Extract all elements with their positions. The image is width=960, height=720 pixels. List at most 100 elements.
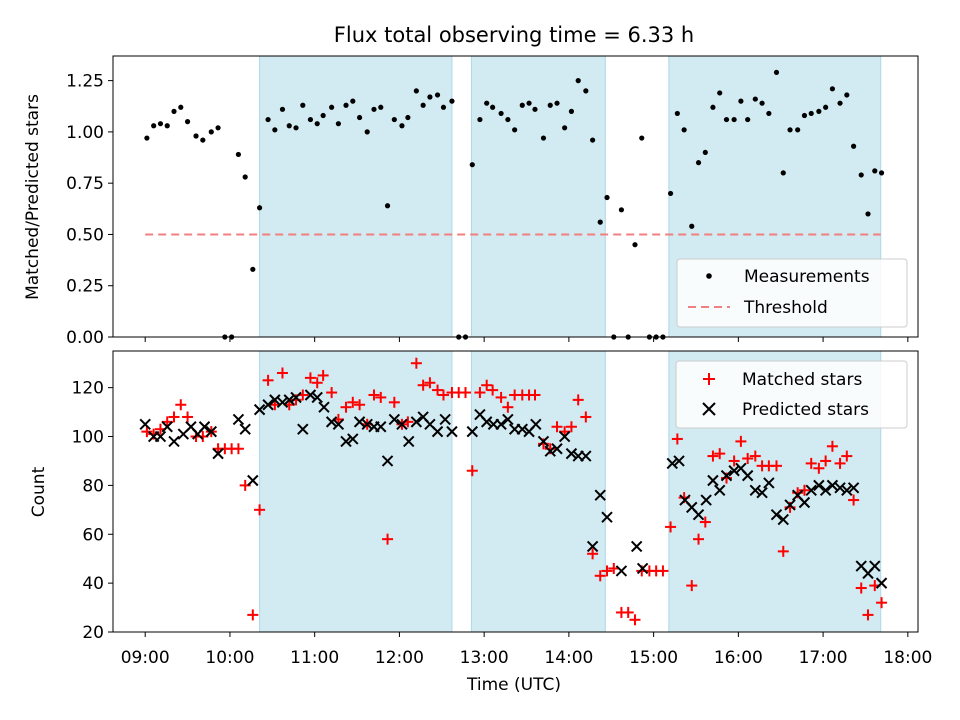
predicted-star-point [154,430,167,443]
measurement-point [738,98,744,104]
ratio-y-tick-label: 1.25 [66,72,104,92]
matched-star-point [629,614,641,626]
measurement-point [286,123,292,129]
predicted-star-stroke-b [819,484,832,496]
count-x-tick-label: 09:00 [121,648,170,668]
matched-star-point [495,391,507,403]
predicted-star-stroke-b [544,445,556,457]
matched-star-point [622,606,634,618]
predicted-star-point [410,416,423,428]
matched-star-point [565,421,577,433]
measurement-point [242,174,248,180]
predicted-star-stroke-b [474,408,486,421]
predicted-star-stroke-b [212,447,224,460]
measurement-point [193,133,199,139]
measurement-point [371,106,377,112]
predicted-star-point [666,457,678,470]
predicted-star-point [439,413,451,426]
predicted-star-stroke-b [311,391,323,404]
measurement-point [632,242,638,248]
predicted-star-point [396,418,408,431]
measurement-point [829,86,836,92]
predicted-star-point [332,418,345,431]
predicted-star-stroke-b [446,425,458,438]
predicted-star-point [262,399,274,411]
count-y-tick-label: 100 [72,428,104,448]
matched-star-point [487,384,499,396]
predicted-star-stroke-b [495,418,507,431]
predicted-star-point [446,425,458,438]
legend-matched-marker [703,373,715,385]
predicted-star-stroke-b [798,496,811,509]
count-x-tick-label: 12:00 [375,648,424,668]
measurement-point [590,137,596,143]
predicted-star-stroke-b [700,494,712,506]
measurement-point [766,110,772,117]
predicted-star-stroke-b [673,455,685,467]
count-x-tick-label: 11:00 [290,648,339,668]
predicted-star-point [276,396,289,409]
legend-matched-label: Matched stars [742,370,862,390]
predicted-star-stroke-b [847,482,860,494]
matched-star-point [304,372,316,384]
predicted-star-point [594,489,606,501]
matched-star-point [813,462,825,474]
measurement-point [858,172,864,178]
predicted-star-point [375,421,387,433]
predicted-star-point [565,447,578,460]
predicted-star-point [239,423,251,435]
measurement-point [235,151,242,158]
measurement-point [279,106,286,112]
matched-star-point [820,455,832,467]
predicted-star-point [841,484,853,496]
measurement-point [878,170,885,176]
ratio-y-axis-label: Matched/Predicted stars [23,94,43,300]
measurement-point [795,127,801,133]
matched-star-point [168,411,180,423]
measurement-point [335,121,341,127]
predicted-star-stroke-b [161,421,173,433]
predicted-star-point [586,540,599,553]
measurement-point [215,125,221,131]
predicted-star-stroke-b [154,430,167,443]
predicted-star-point [720,469,733,482]
predicted-star-stroke-b [198,421,211,433]
measurement-point [505,116,511,123]
matched-star-point [848,494,860,506]
count-y-tick-label: 120 [72,379,104,399]
matched-star-point [424,377,436,389]
matched-star-point [749,450,761,462]
predicted-star-stroke-b [353,416,366,428]
count-y-tick-label: 40 [82,574,104,594]
predicted-star-point [770,509,783,521]
count-x-tick-label: 18:00 [883,648,932,668]
predicted-star-point [495,418,507,431]
ratio-y-tick-label: 0.00 [66,328,104,348]
measurement-point [519,102,525,108]
predicted-star-point [798,496,811,509]
measurement-point [547,102,553,108]
matched-star-point [437,389,449,401]
matched-star-point [699,516,711,528]
ratio-y-tick-label: 0.50 [66,225,104,245]
matched-star-point [876,597,888,609]
matched-star-point [572,394,584,406]
matched-star-point [340,401,352,413]
count-legend-box [675,360,908,429]
measurement-point [378,104,384,110]
predicted-star-stroke-b [276,396,289,409]
measurement-point [477,116,483,123]
matched-star-point [714,448,726,460]
matched-star-point [594,570,606,582]
measurement-point [314,121,320,127]
predicted-star-point [198,421,211,433]
predicted-star-point [502,413,514,426]
predicted-star-point [269,394,281,406]
predicted-star-stroke-b [410,416,423,428]
count-legend: Matched stars Predicted stars [675,360,908,429]
matched-star-point [608,562,620,574]
predicted-star-point [161,421,173,433]
predicted-star-point [869,560,881,572]
predicted-star-stroke-b [139,418,151,431]
measurement-point [787,127,793,133]
